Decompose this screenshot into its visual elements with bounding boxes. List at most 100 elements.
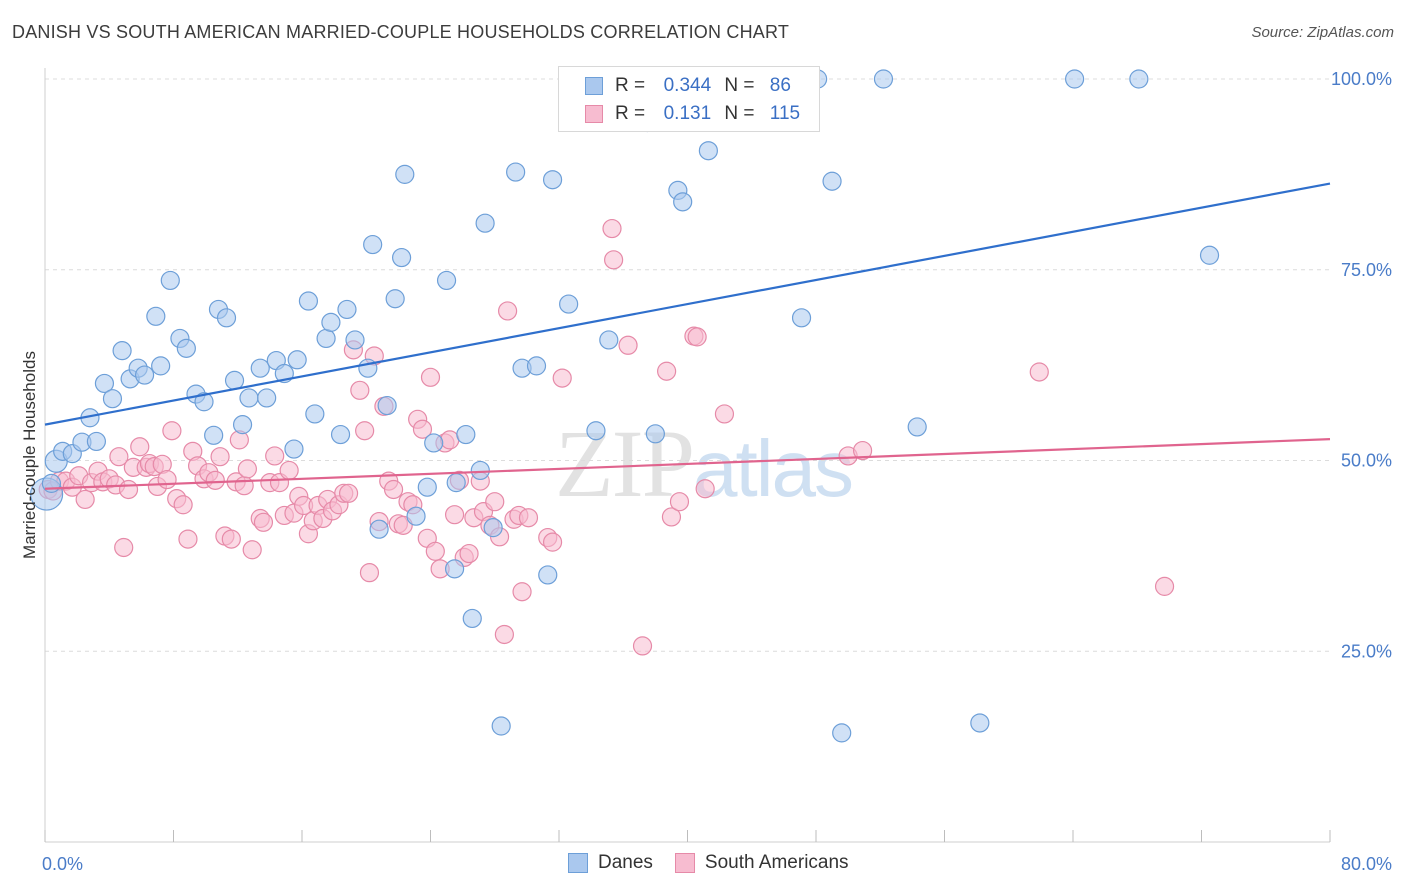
legend-south-americans-label: South Americans [704, 852, 849, 873]
south-americans-point [420, 367, 441, 387]
danes-point [538, 565, 558, 585]
south-americans-swatch [585, 105, 603, 123]
danes-point [559, 294, 579, 314]
south-americans-point [1154, 576, 1175, 596]
danes-point [345, 330, 365, 350]
danes-point [112, 341, 132, 361]
danes-point [832, 723, 852, 743]
danes-r-label: R = [615, 75, 646, 96]
south-americans-point [265, 446, 285, 466]
danes-point [822, 171, 842, 191]
danes-point [239, 388, 259, 408]
danes-point [194, 392, 214, 412]
legend-item-danes[interactable]: Danes [568, 852, 653, 874]
danes-point [287, 350, 307, 370]
south-americans-point [350, 380, 370, 400]
danes-point [586, 421, 606, 441]
south-americans-point [205, 470, 225, 490]
danes-point [102, 389, 123, 409]
danes-n-value: 86 [769, 75, 791, 96]
legend-danes-label: Danes [598, 852, 653, 873]
south-americans-point [383, 479, 404, 500]
danes-point [475, 213, 495, 233]
south-americans-point [440, 430, 460, 450]
danes-point [542, 170, 563, 190]
danes-point [146, 306, 166, 326]
south-americans-point [518, 508, 539, 528]
danes-point [391, 247, 412, 268]
danes-point [436, 270, 457, 291]
danes-point [417, 477, 437, 497]
correlation-legend: R = 0.344 N = 86 R = 0.131 N = 115 [558, 66, 820, 132]
south-americans-point [359, 563, 380, 583]
y-tick-label-75: 75.0% [1341, 260, 1392, 280]
danes-point [337, 299, 357, 320]
axes [44, 68, 1331, 843]
danes-point [257, 388, 277, 408]
danes-point [483, 518, 503, 538]
source-label: Source: ZipAtlas.com [1251, 24, 1394, 41]
south-americans-point [237, 459, 257, 479]
danes-point [1129, 69, 1149, 89]
south-americans-point [109, 447, 129, 467]
south-americans-point [552, 368, 572, 388]
south-americans-point [355, 421, 375, 441]
danes-point [176, 338, 196, 358]
danes-point [456, 424, 476, 445]
south-americans-point [632, 636, 653, 656]
south-americans-point [459, 543, 479, 564]
south-americans-point [498, 301, 518, 321]
south-americans-point [618, 335, 638, 355]
danes-point [462, 608, 482, 629]
legend-south-americans-swatch [674, 853, 695, 873]
danes-point [330, 424, 351, 445]
danes-point [673, 192, 693, 212]
south-americans-point [425, 541, 445, 561]
south-americans-point [852, 440, 873, 461]
south-americans-point [210, 447, 230, 467]
south-americans-point [494, 624, 514, 645]
south-americans-point [279, 460, 299, 481]
danes-point [526, 356, 547, 376]
danes-point [321, 312, 341, 332]
danes-n-label: N = [724, 75, 755, 96]
south-americans-trend-line [44, 438, 1331, 490]
danes-point [599, 330, 619, 350]
danes-point [204, 425, 224, 445]
danes-point [470, 460, 490, 481]
south-americans-point [657, 361, 677, 381]
danes-point [1199, 245, 1220, 265]
south-americans-point [602, 218, 622, 239]
danes-point [151, 356, 171, 376]
y-tick-label-25: 25.0% [1341, 641, 1392, 661]
south-americans-point [162, 421, 182, 441]
south-americans-point [130, 437, 150, 457]
series-legend: Danes South Americans [568, 852, 871, 874]
danes-point [284, 439, 304, 459]
legend-danes-swatch [568, 853, 588, 873]
danes-point [305, 404, 325, 424]
danes-point [446, 473, 466, 493]
legend-item-south-americans[interactable]: South Americans [674, 852, 849, 874]
danes-point [94, 373, 115, 394]
danes-r-value: 0.344 [663, 75, 712, 96]
south-americans-point [234, 476, 254, 496]
danes-point [645, 424, 665, 444]
south-americans-point [338, 483, 359, 503]
danes-point [363, 234, 383, 255]
legend-row-south-americans: R = 0.131 N = 115 [585, 100, 800, 128]
danes-point [873, 69, 894, 89]
south-americans-point [412, 419, 433, 439]
watermark-atlas: atlas [693, 424, 854, 513]
south-americans-point [444, 505, 465, 525]
danes-point [316, 328, 336, 349]
south-americans-point [173, 495, 193, 515]
south-americans-point [485, 492, 505, 512]
south-americans-point [118, 479, 139, 500]
sa-r-label: R = [615, 103, 646, 124]
danes-points [30, 69, 1220, 743]
danes-point [160, 270, 180, 291]
danes-point [698, 141, 718, 161]
south-americans-point [512, 582, 532, 602]
danes-point [298, 291, 319, 311]
